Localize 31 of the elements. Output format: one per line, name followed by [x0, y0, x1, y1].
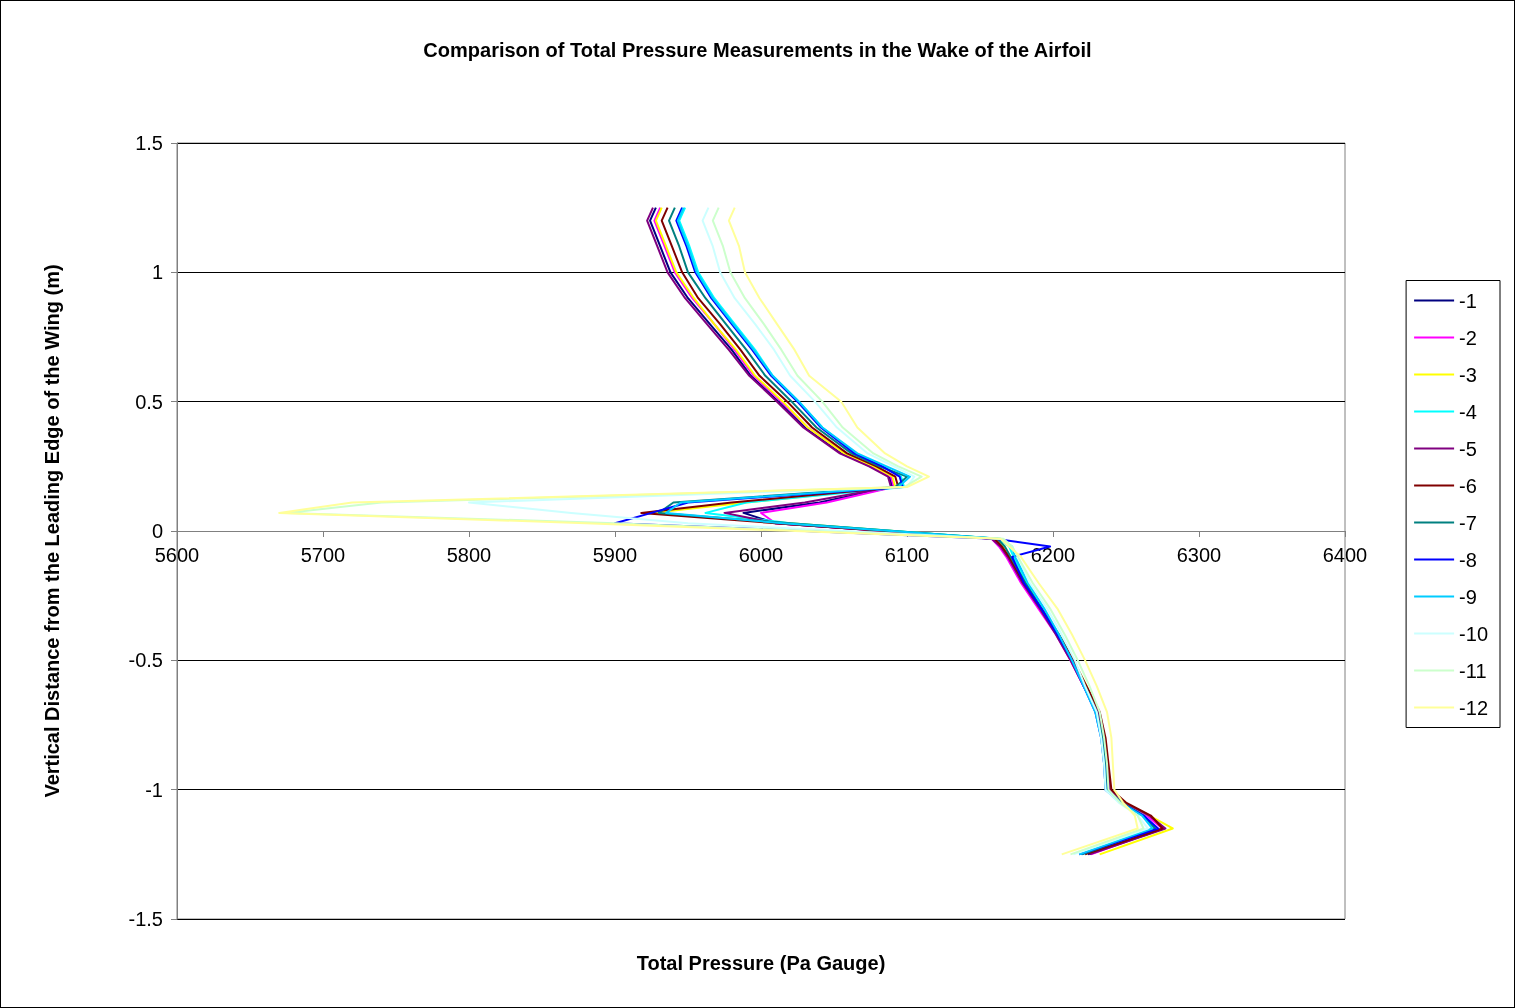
legend-label: -11 [1459, 659, 1487, 682]
legend-label: -7 [1459, 511, 1477, 534]
legend-label: -3 [1459, 363, 1477, 386]
x-tick-label: 5600 [154, 544, 200, 566]
legend-label: -5 [1459, 437, 1477, 460]
y-tick-label: -1 [145, 778, 163, 801]
legend-label: -10 [1459, 622, 1488, 645]
y-tick-label: -0.5 [128, 649, 163, 672]
y-tick-label: 0 [151, 520, 163, 542]
x-tick-label: 6300 [1176, 544, 1222, 566]
legend-label: -9 [1459, 585, 1477, 608]
legend-label: -4 [1459, 400, 1477, 423]
legend-label: -12 [1459, 696, 1488, 719]
x-tick-label: 6400 [1322, 544, 1368, 566]
x-tick-label: 6100 [884, 544, 930, 566]
x-tick-label: 5800 [446, 544, 492, 566]
x-tick-label: 6000 [738, 544, 784, 566]
y-axis-title: Vertical Distance from the Leading Edge of the Wing (m) [41, 264, 63, 798]
y-tick-label: -1.5 [128, 908, 163, 930]
legend-label: -6 [1459, 474, 1477, 497]
y-tick-label: 0.5 [135, 390, 163, 413]
legend-label: -8 [1459, 548, 1477, 571]
chart-title: Comparison of Total Pressure Measurements in the Wake of the Airfoil [423, 39, 1092, 61]
x-axis-title: Total Pressure (Pa Gauge) [636, 952, 886, 974]
legend-label: -1 [1459, 289, 1477, 312]
x-tick-label: 5900 [592, 544, 638, 566]
x-tick-label: 5700 [300, 544, 346, 566]
x-tick-label: 6200 [1030, 544, 1076, 566]
legend-label: -2 [1459, 326, 1477, 349]
y-tick-label: 1 [151, 261, 163, 284]
y-tick-label: 1.5 [135, 132, 163, 154]
